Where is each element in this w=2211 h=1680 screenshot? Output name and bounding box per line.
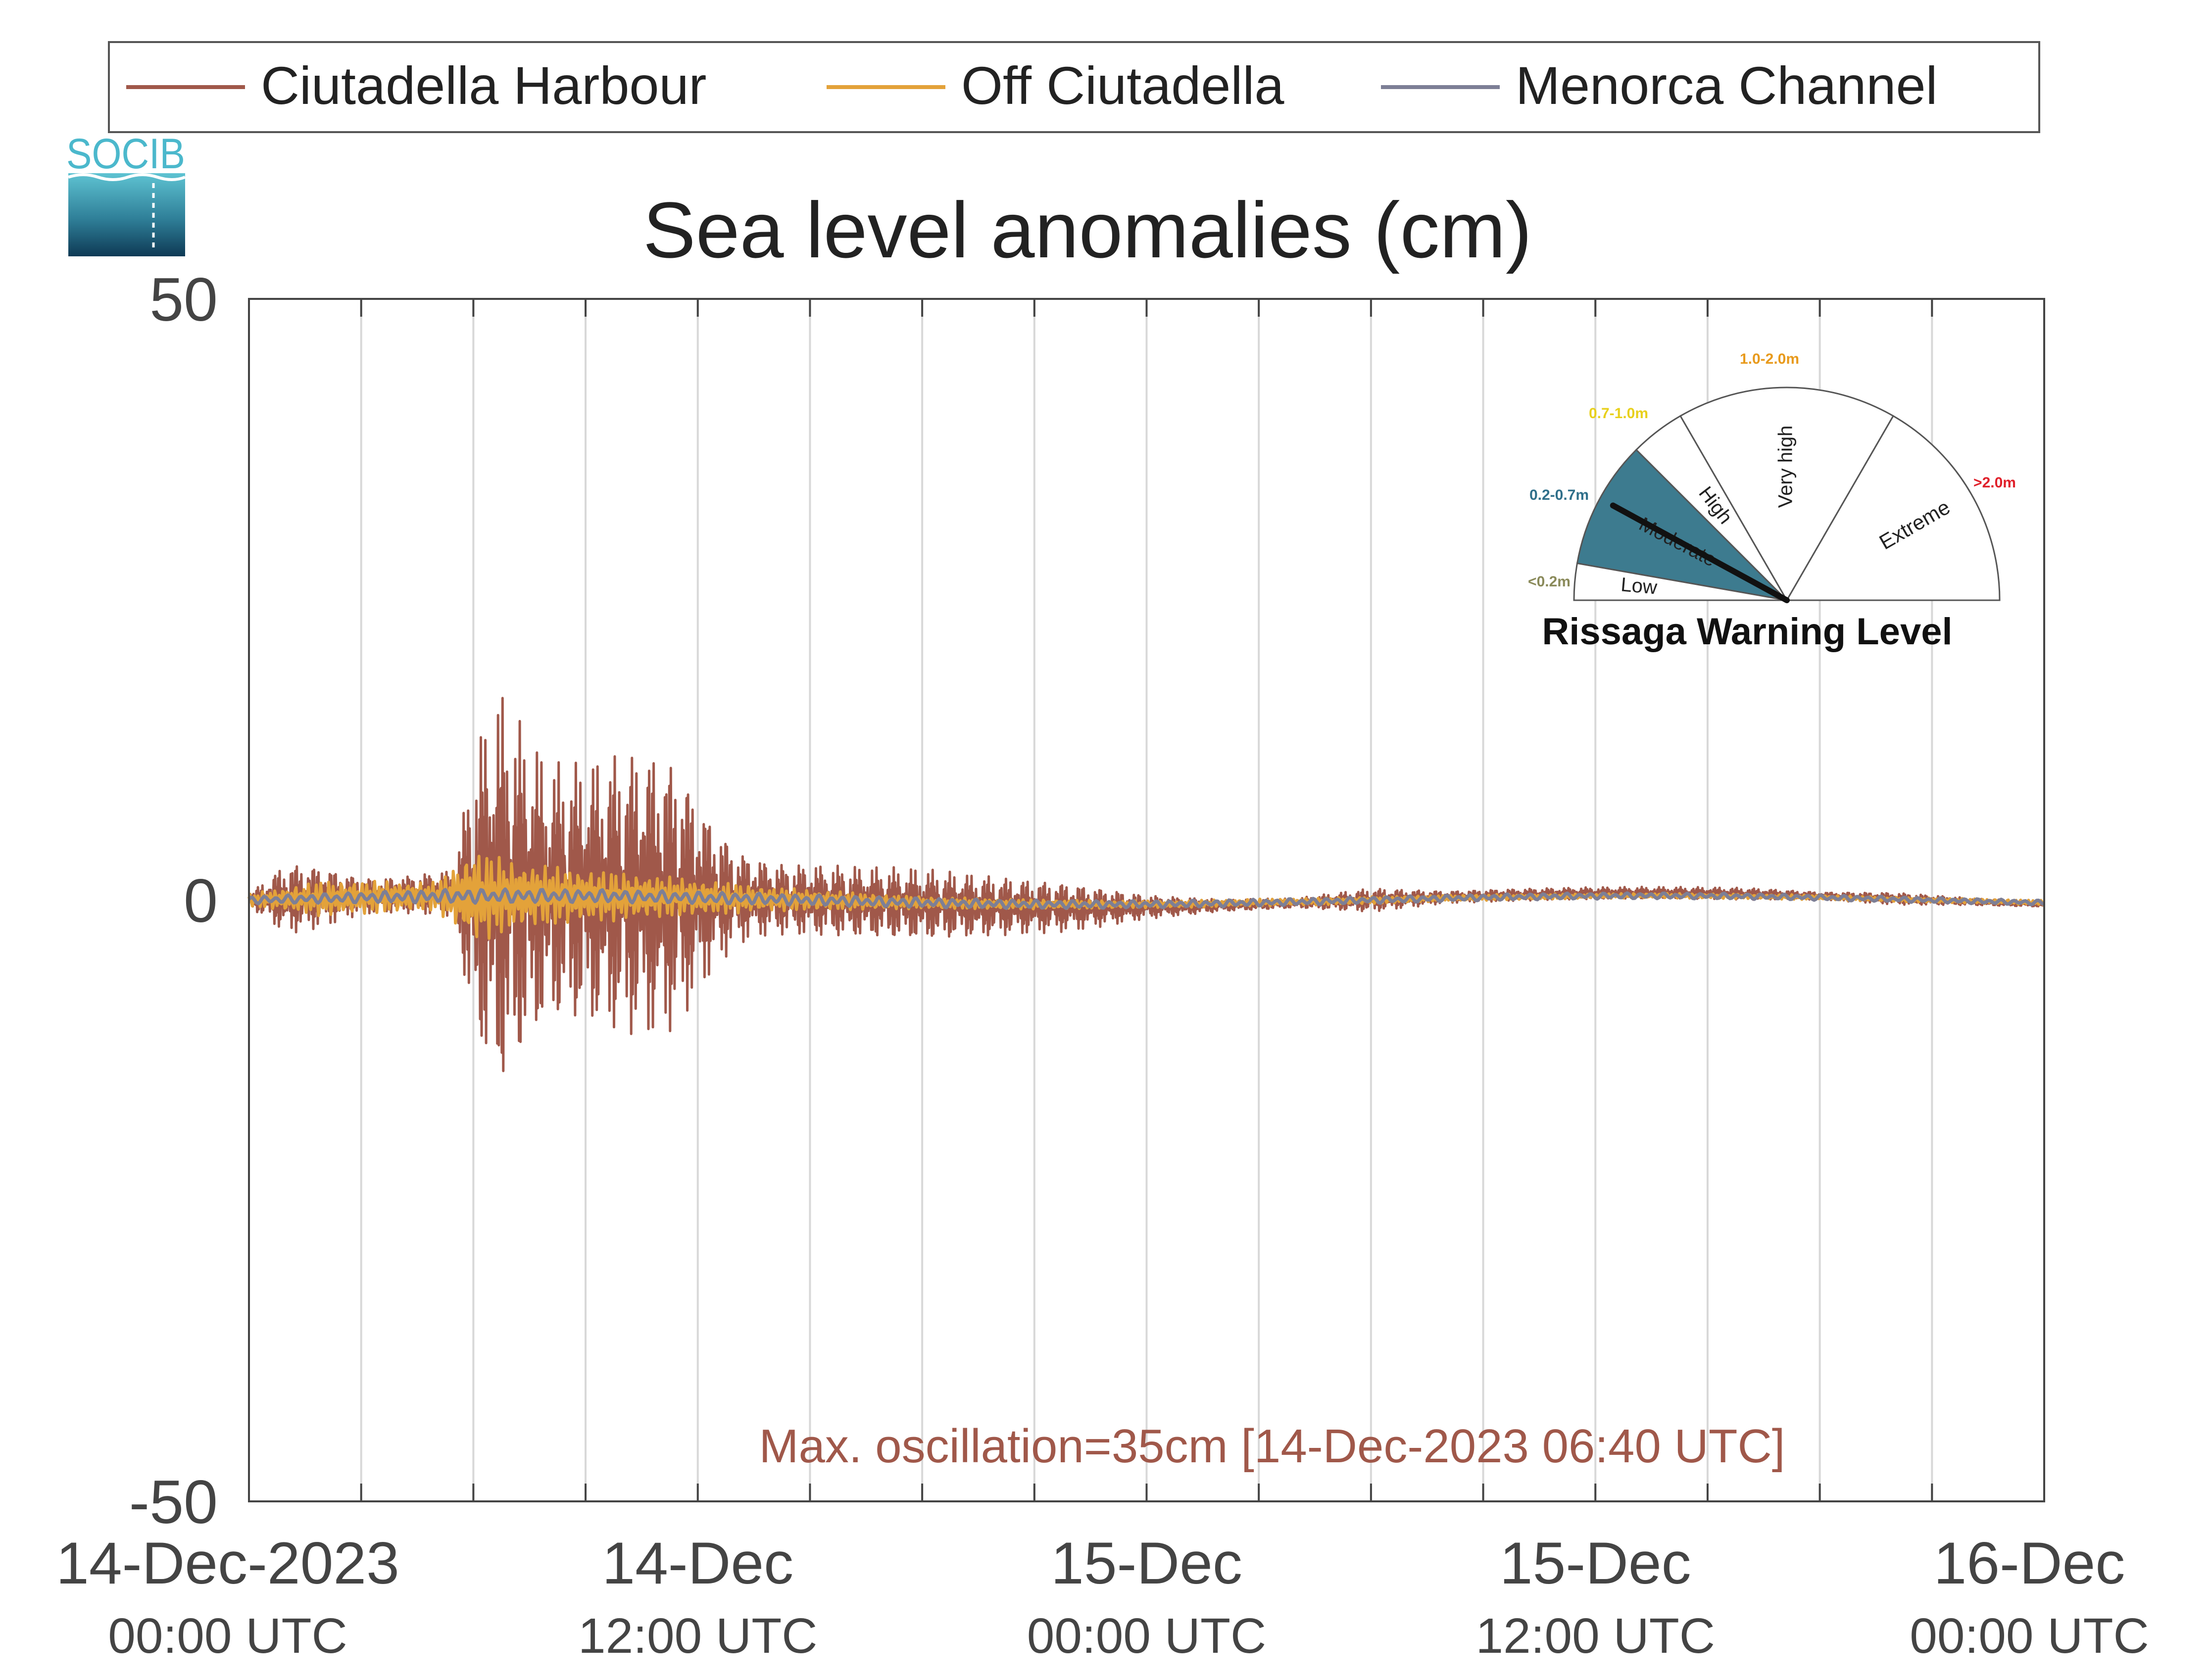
socib-logo: SOCIB	[66, 130, 186, 256]
gauge-title: Rissaga Warning Level	[1542, 611, 1952, 653]
logo-wave-icon	[68, 173, 186, 181]
tick-marks	[248, 299, 2045, 1501]
y-axis: 50 0 -50	[129, 266, 218, 1536]
x-tick-time-label: 00:00 UTC	[1027, 1608, 1267, 1664]
x-tick-date-label: 14-Dec	[602, 1530, 793, 1596]
logo-wave-block	[68, 173, 185, 256]
x-tick-date-label: 16-Dec	[1934, 1530, 2125, 1596]
legend: Ciutadella Harbour Off Ciutadella Menorca …	[108, 41, 2040, 133]
legend-label: Ciutadella Harbour	[261, 55, 707, 115]
gauge-range-label: 0.7-1.0m	[1589, 405, 1648, 422]
legend-frame	[108, 41, 2040, 133]
series-layer	[247, 697, 2046, 1072]
gauge-sector	[1785, 415, 2001, 601]
gauge-range-label: 0.2-0.7m	[1529, 487, 1589, 503]
legend-item: Ciutadella Harbour	[126, 55, 707, 115]
legend-item: Menorca Channel	[1381, 55, 1938, 115]
logo-text: SOCIB	[66, 130, 185, 178]
gauge-sector	[1679, 386, 1895, 602]
legend-item: Off Ciutadella	[827, 55, 1284, 115]
max-oscillation-annotation: Max. oscillation=35cm [14-Dec-2023 06:40…	[759, 1420, 1785, 1473]
gauge-range-label: 1.0-2.0m	[1740, 351, 1799, 367]
rissaga-warning-gauge: LowModerateHighVery highExtreme<0.2m0.2-…	[1528, 351, 2016, 653]
gauge-range-label: >2.0m	[1973, 475, 2016, 491]
gauge-level-name: Very high	[1775, 426, 1797, 508]
legend-label: Menorca Channel	[1516, 55, 1938, 115]
gauge-sector	[1576, 448, 1789, 602]
gauge-needle	[1610, 502, 1790, 603]
x-axis: 14-Dec-2023 00:00 UTC 14-Dec 12:00 UTC 15-De…	[56, 1530, 2149, 1664]
x-tick-time-label: 00:00 UTC	[1910, 1608, 2149, 1664]
x-tick-time-label: 00:00 UTC	[108, 1608, 347, 1664]
x-tick-date-label: 15-Dec	[1500, 1530, 1691, 1596]
x-tick-date-label: 15-Dec	[1051, 1530, 1242, 1596]
legend-label: Off Ciutadella	[961, 55, 1284, 115]
chart-title: Sea level anomalies (cm)	[643, 186, 1532, 274]
x-tick-time-label: 12:00 UTC	[1475, 1608, 1715, 1664]
x-tick-date-label: 14-Dec-2023	[56, 1530, 399, 1596]
y-tick-label: 0	[184, 867, 218, 935]
y-tick-label: 50	[149, 266, 218, 334]
y-tick-label: -50	[129, 1468, 218, 1536]
series-line	[247, 887, 2045, 910]
gauge-range-label: <0.2m	[1528, 574, 1571, 590]
x-tick-time-label: 12:00 UTC	[578, 1608, 818, 1664]
gauge-level-name: Low	[1620, 574, 1658, 598]
